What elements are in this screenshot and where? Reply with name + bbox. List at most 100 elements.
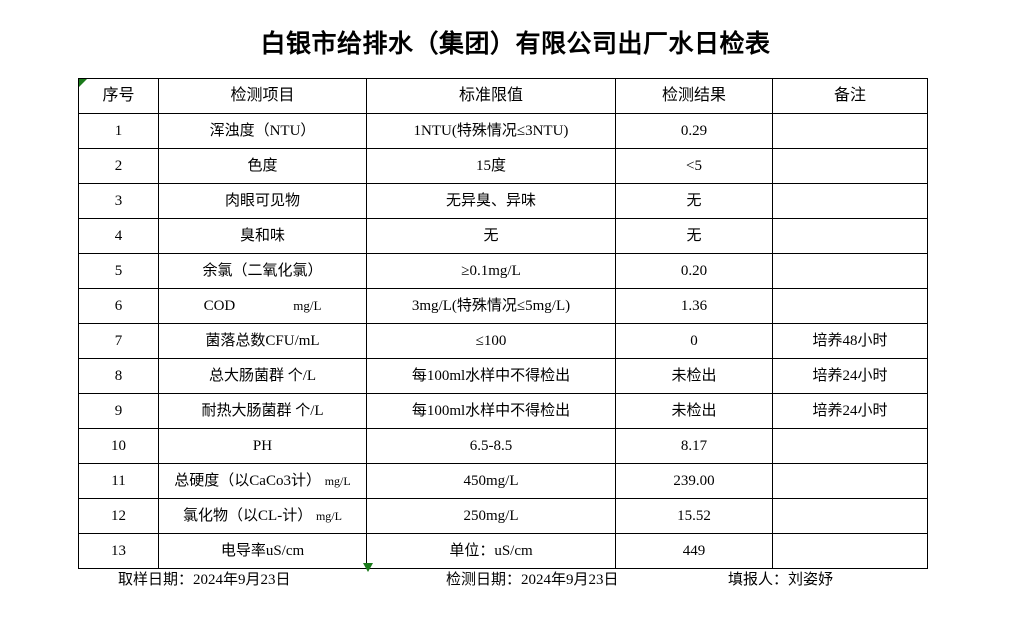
report-table-container: 序号 检测项目 标准限值 检测结果 备注 1 浑浊度（NTU） 1NTU(特殊情况≤…: [78, 78, 928, 569]
cell-test-result: 239.00: [615, 463, 773, 499]
cell-remark: 培养48小时: [772, 323, 928, 359]
cell-test-result: 无: [615, 183, 773, 219]
test-item-name: 氯化物（以CL-计）: [183, 507, 313, 524]
table-row: 2 色度 15度 <5: [78, 148, 928, 184]
cell-remark: [772, 288, 928, 324]
cell-test-result: 449: [615, 533, 773, 569]
testing-date-label: 检测日期：2024年9月23日: [446, 572, 619, 588]
cell-sequence-number: 8: [78, 358, 159, 394]
cell-sequence-number: 5: [78, 253, 159, 289]
test-item-name: 菌落总数CFU/mL: [205, 332, 320, 349]
cell-remark: [772, 253, 928, 289]
cell-standard-limit: 无异臭、异味: [366, 183, 616, 219]
test-item-name: PH: [252, 437, 273, 454]
test-item-name: 总硬度（以CaCo3计）: [174, 472, 321, 489]
test-item-name: 余氯（二氧化氯）: [202, 262, 323, 279]
report-footer: 取样日期：2024年9月23日 检测日期：2024年9月23日 填报人：刘姿妤: [78, 568, 927, 594]
cell-remark: [772, 148, 928, 184]
cell-sequence-number: 10: [78, 428, 159, 464]
table-row: 12 氯化物（以CL-计） mg/L 250mg/L 15.52: [78, 498, 928, 534]
cell-test-item: 肉眼可见物: [158, 183, 367, 219]
cell-sequence-number: 4: [78, 218, 159, 254]
cell-test-result: 未检出: [615, 393, 773, 429]
table-row: 8 总大肠菌群 个/L 每100ml水样中不得检出 未检出 培养24小时: [78, 358, 928, 394]
cell-remark: [772, 463, 928, 499]
anchor-marker-icon: [363, 563, 373, 572]
test-item-name: 总大肠菌群 个/L: [208, 367, 317, 384]
cell-test-result: 0: [615, 323, 773, 359]
cell-test-result: 未检出: [615, 358, 773, 394]
column-header-remark: 备注: [772, 78, 928, 114]
cell-sequence-number: 12: [78, 498, 159, 534]
table-header-row: 序号 检测项目 标准限值 检测结果 备注: [78, 78, 928, 114]
cell-remark: [772, 113, 928, 149]
water-quality-table: 序号 检测项目 标准限值 检测结果 备注 1 浑浊度（NTU） 1NTU(特殊情况≤…: [78, 78, 928, 569]
cell-test-item: 臭和味: [158, 218, 367, 254]
cell-remark: 培养24小时: [772, 393, 928, 429]
cell-standard-limit: 15度: [366, 148, 616, 184]
test-item-unit: mg/L: [315, 508, 342, 523]
cell-sequence-number: 2: [78, 148, 159, 184]
cell-test-item: 氯化物（以CL-计） mg/L: [158, 498, 367, 534]
page-title: 白银市给排水（集团）有限公司出厂水日检表: [260, 31, 771, 58]
cell-sequence-number: 9: [78, 393, 159, 429]
table-row: 1 浑浊度（NTU） 1NTU(特殊情况≤3NTU) 0.29: [78, 113, 928, 149]
test-item-name: 臭和味: [239, 227, 285, 244]
table-row: 6 COD mg/L 3mg/L(特殊情况≤5mg/L) 1.36: [78, 288, 928, 324]
test-item-name: 耐热大肠菌群 个/L: [201, 402, 324, 419]
cell-remark: [772, 533, 928, 569]
cell-standard-limit: 1NTU(特殊情况≤3NTU): [366, 113, 616, 149]
cell-test-result: 0.20: [615, 253, 773, 289]
test-item-name: 浑浊度（NTU）: [209, 122, 316, 139]
cell-sequence-number: 1: [78, 113, 159, 149]
column-header-item: 检测项目: [158, 78, 367, 114]
table-header: 序号 检测项目 标准限值 检测结果 备注: [78, 78, 928, 114]
test-item-unit: mg/L: [293, 297, 322, 313]
cell-remark: [772, 183, 928, 219]
cell-test-item: 浑浊度（NTU）: [158, 113, 367, 149]
cell-standard-limit: ≤100: [366, 323, 616, 359]
table-row: 13 电导率uS/cm 单位：uS/cm 449: [78, 533, 928, 569]
table-body: 1 浑浊度（NTU） 1NTU(特殊情况≤3NTU) 0.29 2 色度 15度 <5 3 肉眼可…: [78, 113, 928, 569]
cell-test-item: 菌落总数CFU/mL: [158, 323, 367, 359]
cell-standard-limit: 6.5-8.5: [366, 428, 616, 464]
table-row: 11 总硬度（以CaCo3计） mg/L 450mg/L 239.00: [78, 463, 928, 499]
column-header-limit: 标准限值: [366, 78, 616, 114]
cell-standard-limit: 无: [366, 218, 616, 254]
cell-remark: [772, 498, 928, 534]
cell-sequence-number: 7: [78, 323, 159, 359]
cell-test-result: 1.36: [615, 288, 773, 324]
cell-test-result: <5: [615, 148, 773, 184]
cell-sequence-number: 3: [78, 183, 159, 219]
test-item-name: COD: [203, 297, 236, 314]
cell-remark: 培养24小时: [772, 358, 928, 394]
cell-test-item: 总硬度（以CaCo3计） mg/L: [158, 463, 367, 499]
cell-test-result: 8.17: [615, 428, 773, 464]
cell-standard-limit: 250mg/L: [366, 498, 616, 534]
reporter-label: 填报人：刘姿妤: [728, 572, 834, 588]
cell-test-item: 色度: [158, 148, 367, 184]
cell-remark: [772, 218, 928, 254]
table-row: 10 PH 6.5-8.5 8.17: [78, 428, 928, 464]
column-header-result: 检测结果: [615, 78, 773, 114]
cell-test-item: 余氯（二氧化氯）: [158, 253, 367, 289]
column-header-no: 序号: [78, 78, 159, 114]
cell-test-item: 耐热大肠菌群 个/L: [158, 393, 367, 429]
table-row: 4 臭和味 无无: [78, 218, 928, 254]
cell-sequence-number: 11: [78, 463, 159, 499]
cell-sequence-number: 13: [78, 533, 159, 569]
cell-test-item: 总大肠菌群 个/L: [158, 358, 367, 394]
cell-test-item: 电导率uS/cm: [158, 533, 367, 569]
cell-standard-limit: 每100ml水样中不得检出: [366, 393, 616, 429]
corner-marker-icon: [79, 79, 87, 87]
cell-test-result: 15.52: [615, 498, 773, 534]
test-item-name: 肉眼可见物: [224, 192, 300, 209]
test-item-unit: mg/L: [324, 473, 351, 488]
table-row: 9 耐热大肠菌群 个/L 每100ml水样中不得检出 未检出 培养24小时: [78, 393, 928, 429]
cell-standard-limit: 每100ml水样中不得检出: [366, 358, 616, 394]
cell-standard-limit: 450mg/L: [366, 463, 616, 499]
cell-test-result: 0.29: [615, 113, 773, 149]
cell-sequence-number: 6: [78, 288, 159, 324]
table-row: 5 余氯（二氧化氯） ≥0.1mg/L 0.20: [78, 253, 928, 289]
